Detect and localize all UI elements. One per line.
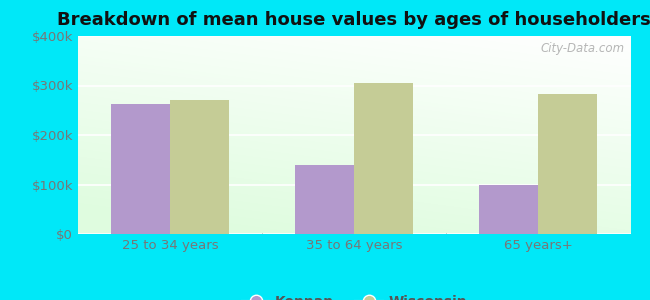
Bar <box>354 83 413 234</box>
Bar <box>538 94 597 234</box>
Legend: Kennan, Wisconsin: Kennan, Wisconsin <box>236 289 473 300</box>
Bar <box>295 165 354 234</box>
Text: City-Data.com: City-Data.com <box>541 42 625 55</box>
Title: Breakdown of mean house values by ages of householders: Breakdown of mean house values by ages o… <box>57 11 650 29</box>
Bar <box>111 104 170 234</box>
Bar <box>480 185 538 234</box>
Bar <box>170 100 229 234</box>
